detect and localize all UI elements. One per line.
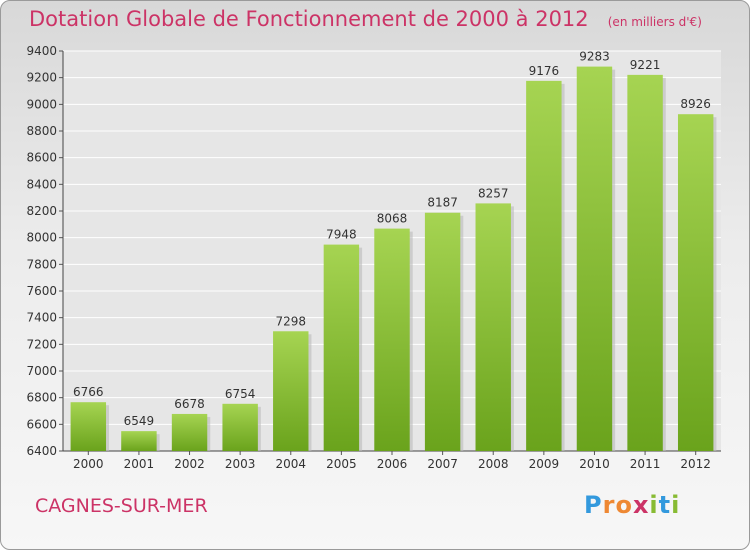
- logo-letter: P: [584, 491, 603, 519]
- y-tick-label: 6600: [26, 417, 57, 431]
- bar: [70, 402, 107, 451]
- bar: [627, 74, 663, 451]
- bar-value-label: 8257: [478, 186, 509, 200]
- logo-letter: i: [671, 491, 681, 519]
- x-tick-label: 2007: [427, 457, 458, 471]
- logo-letter: t: [658, 491, 672, 519]
- bar-value-label: 8068: [377, 212, 408, 226]
- x-tick-label: 2004: [275, 457, 306, 471]
- x-tick-label: 2010: [579, 457, 610, 471]
- y-tick-label: 7600: [26, 284, 57, 298]
- y-tick-label: 8600: [26, 151, 57, 165]
- bar: [424, 212, 461, 451]
- y-tick-label: 7200: [26, 337, 57, 351]
- y-tick-label: 7000: [26, 364, 57, 378]
- proxiti-logo: Proxiti: [584, 491, 680, 519]
- y-tick-label: 7400: [26, 311, 57, 325]
- y-tick-label: 9400: [26, 44, 57, 58]
- chart-title-unit: (en milliers d'€): [607, 15, 702, 29]
- bar-value-label: 9283: [579, 50, 610, 64]
- x-tick-label: 2009: [529, 457, 560, 471]
- chart-title-main: Dotation Globale de Fonctionnement de 20…: [29, 7, 589, 31]
- y-tick-label: 9200: [26, 71, 57, 85]
- logo-letter: x: [632, 491, 650, 519]
- y-tick-label: 8200: [26, 204, 57, 218]
- bar-value-label: 8187: [427, 196, 458, 210]
- x-tick-label: 2011: [630, 457, 661, 471]
- y-tick-label: 6400: [26, 444, 57, 458]
- commune-name: CAGNES-SUR-MER: [35, 495, 208, 517]
- y-tick-label: 7800: [26, 257, 57, 271]
- bar-value-label: 9221: [630, 58, 661, 72]
- y-tick-label: 8800: [26, 124, 57, 138]
- x-tick-label: 2005: [326, 457, 357, 471]
- bar-value-label: 6754: [225, 387, 256, 401]
- x-tick-label: 2006: [377, 457, 408, 471]
- logo-letter: r: [602, 491, 616, 519]
- bar-value-label: 6766: [73, 385, 104, 399]
- x-tick-label: 2008: [478, 457, 509, 471]
- bar: [374, 228, 410, 451]
- bar-value-label: 6549: [124, 414, 155, 428]
- bar: [526, 80, 562, 451]
- x-tick-label: 2003: [225, 457, 256, 471]
- bar-value-label: 7298: [275, 314, 306, 328]
- chart-title: Dotation Globale de Fonctionnement de 20…: [29, 7, 702, 31]
- bar: [171, 413, 208, 451]
- bar-value-label: 7948: [326, 228, 357, 242]
- y-tick-label: 8000: [26, 231, 57, 245]
- bar-value-label: 6678: [174, 397, 205, 411]
- x-tick-label: 2001: [124, 457, 155, 471]
- logo-letter: o: [615, 491, 633, 519]
- bar: [121, 431, 157, 451]
- bar: [222, 403, 258, 451]
- logo-letter: i: [649, 491, 659, 519]
- y-tick-label: 9000: [26, 97, 57, 111]
- x-tick-label: 2002: [174, 457, 205, 471]
- y-tick-label: 8400: [26, 177, 57, 191]
- x-tick-label: 2000: [73, 457, 104, 471]
- bar-value-label: 9176: [529, 64, 560, 78]
- bar: [273, 331, 309, 451]
- bar: [475, 203, 511, 451]
- bar: [576, 66, 613, 451]
- bar-value-label: 8926: [680, 97, 711, 111]
- bar: [677, 114, 714, 451]
- bar: [323, 244, 360, 451]
- x-tick-label: 2012: [680, 457, 711, 471]
- y-tick-label: 6800: [26, 391, 57, 405]
